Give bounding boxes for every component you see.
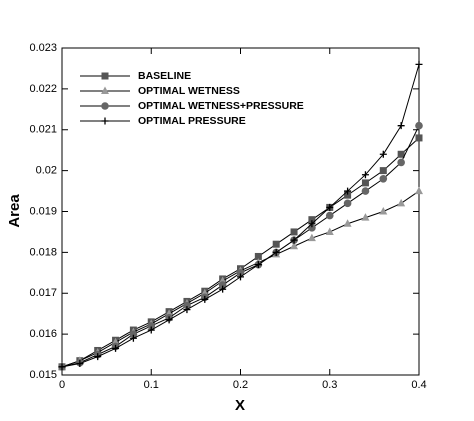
marker [101, 72, 109, 80]
legend-label: BASELINE [138, 70, 191, 82]
marker [361, 187, 370, 195]
marker [343, 199, 352, 208]
marker [361, 171, 369, 179]
marker [397, 158, 405, 167]
marker [397, 150, 405, 158]
marker [290, 228, 298, 236]
marker [415, 121, 423, 130]
marker [58, 363, 66, 371]
marker [236, 269, 245, 277]
y-tick-label: 0.023 [29, 42, 57, 54]
marker [307, 233, 316, 242]
marker [308, 220, 316, 228]
y-tick-label: 0.019 [29, 205, 57, 217]
marker [290, 241, 299, 250]
marker [183, 306, 191, 314]
marker [361, 213, 370, 221]
marker [344, 187, 352, 195]
marker [344, 191, 352, 199]
marker [129, 334, 137, 342]
y-tick-label: 0.017 [29, 287, 57, 299]
marker [165, 316, 173, 324]
marker [343, 219, 352, 227]
marker [112, 344, 120, 352]
marker [254, 252, 262, 260]
marker [201, 295, 209, 303]
marker [379, 167, 387, 175]
legend-label: OPTIMAL WETNESS+PRESSURE [138, 100, 304, 112]
x-tick-label: 0.4 [411, 379, 426, 391]
x-tick-label: 0.1 [144, 379, 159, 391]
marker [379, 175, 388, 183]
marker [397, 122, 405, 130]
marker [183, 301, 191, 310]
legend-label: OPTIMAL WETNESS [138, 85, 240, 97]
y-tick-label: 0.02 [36, 165, 57, 177]
marker [415, 60, 423, 68]
marker [101, 86, 109, 94]
y-tick-label: 0.018 [29, 246, 57, 258]
marker [101, 102, 109, 110]
marker [415, 186, 423, 195]
marker [379, 150, 387, 158]
x-tick-label: 0.3 [322, 379, 337, 391]
series-line [61, 125, 420, 368]
marker [308, 216, 316, 224]
marker [326, 203, 334, 211]
marker [361, 179, 369, 187]
marker [147, 326, 155, 334]
marker [219, 285, 227, 293]
marker [101, 117, 109, 125]
marker [76, 360, 84, 368]
marker [94, 353, 102, 361]
marker [379, 207, 388, 215]
y-tick-label: 0.021 [29, 124, 57, 136]
marker [272, 248, 280, 256]
legend-label: OPTIMAL PRESSURE [138, 115, 246, 127]
y-tick-label: 0.022 [29, 83, 57, 95]
y-tick-label: 0.016 [29, 328, 57, 340]
plot-frame [61, 47, 420, 376]
x-tick-label: 0.2 [233, 379, 248, 391]
marker [325, 211, 334, 220]
x-axis-title: X [235, 397, 245, 414]
marker [397, 198, 406, 207]
marker [415, 134, 423, 142]
marker [272, 240, 280, 248]
marker [325, 227, 334, 235]
marker [290, 236, 298, 244]
marker [254, 261, 262, 269]
y-tick-label: 0.015 [29, 369, 57, 381]
marker [218, 281, 227, 289]
x-tick-label: 0 [59, 379, 65, 391]
marker [237, 273, 244, 281]
y-axis-title: Area [6, 194, 23, 228]
marker [129, 330, 138, 338]
marker [147, 322, 156, 330]
